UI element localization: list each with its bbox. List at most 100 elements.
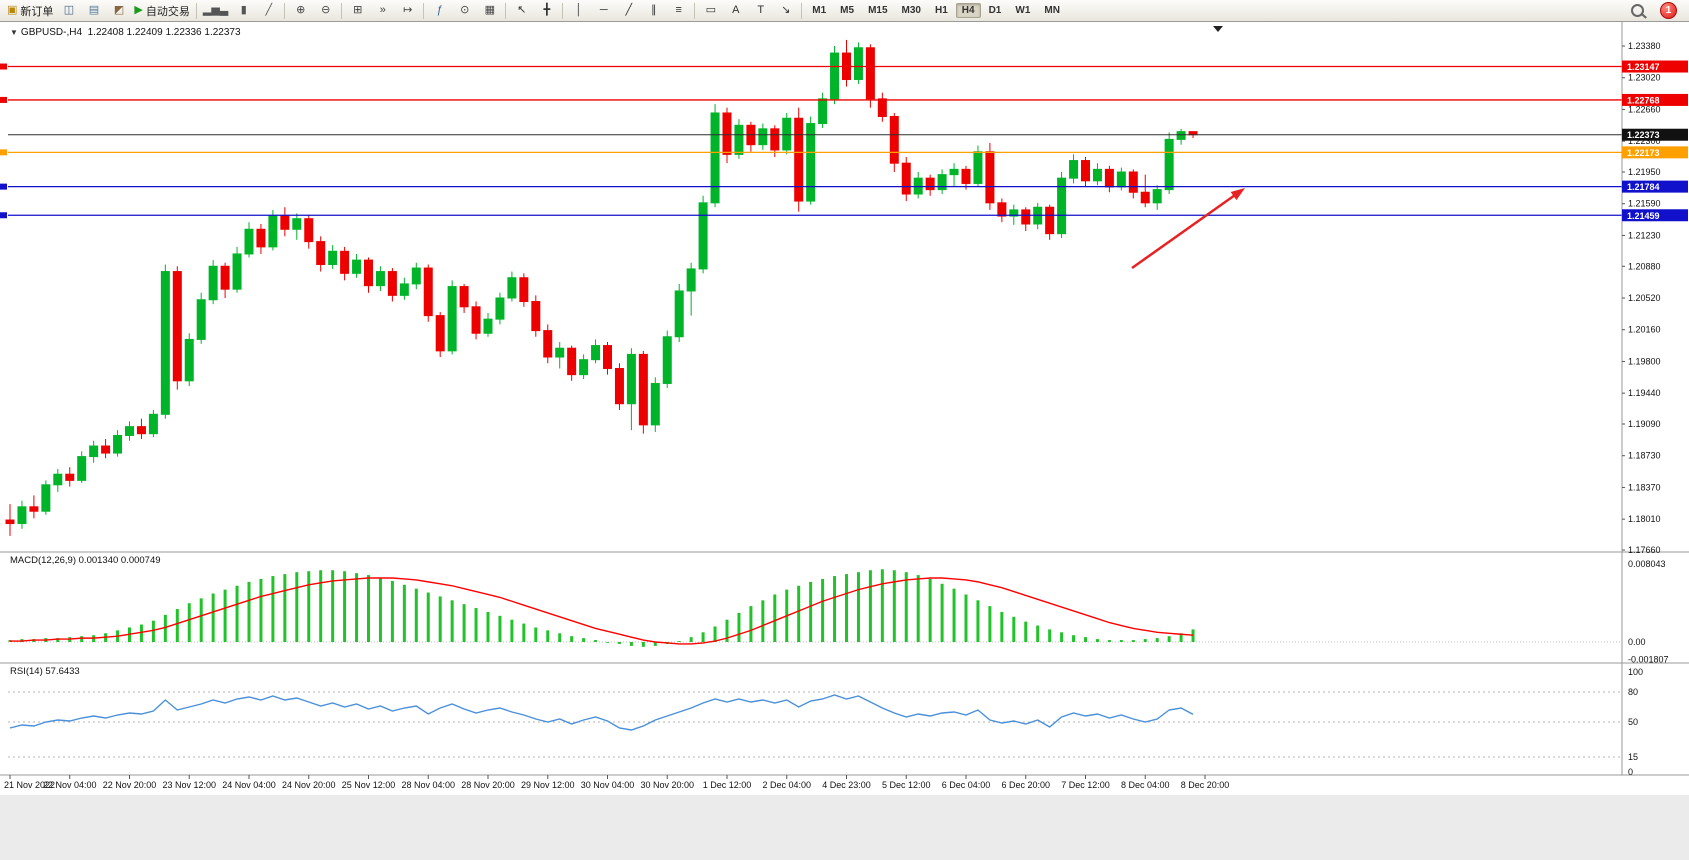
svg-text:1.22173: 1.22173: [1627, 148, 1660, 158]
candle-body: [770, 128, 780, 151]
macd-bar: [1119, 640, 1123, 642]
trend-arrow-head: [1230, 188, 1245, 201]
macd-bar: [1131, 640, 1135, 642]
macd-bar: [570, 636, 574, 642]
candle-body: [340, 250, 350, 274]
navigator-button[interactable]: ◩: [106, 1, 131, 21]
charts-button[interactable]: ◫: [56, 1, 81, 21]
indicators-button[interactable]: ƒ: [427, 1, 452, 21]
candle-body: [160, 271, 170, 415]
shapes-button[interactable]: ▭: [698, 1, 723, 21]
time-label: 25 Nov 12:00: [342, 780, 396, 790]
svg-text:1.17660: 1.17660: [1628, 545, 1661, 555]
macd-bar: [498, 615, 502, 642]
fibonacci-button[interactable]: ≡: [666, 1, 691, 21]
arrows-button[interactable]: ↘: [773, 1, 798, 21]
macd-bar: [283, 574, 287, 642]
candle-chart-button[interactable]: ▮: [231, 1, 256, 21]
text-button[interactable]: A: [723, 1, 748, 21]
bar-chart-button[interactable]: ▂▅▃: [200, 1, 231, 21]
candle-body: [937, 174, 947, 191]
cursor-button[interactable]: ↖: [509, 1, 534, 21]
toolbar: ▣ 新订单 ◫ ▤ ◩ ▶ 自动交易 ▂▅▃ ▮ ╱ ⊕ ⊖ ⊞ » ↦ ƒ ⊙ ▦ ↖ ╋ │ ─ ╱ ∥ ≡ ▭ A T ↘ M1 M5…: [0, 0, 1689, 22]
macd-bar: [797, 585, 801, 642]
macd-bar: [892, 570, 896, 642]
tile-windows-icon: ⊞: [353, 4, 363, 16]
candle-body: [29, 506, 39, 512]
svg-text:1.21230: 1.21230: [1628, 230, 1661, 240]
svg-text:1.21950: 1.21950: [1628, 167, 1661, 177]
candle-body: [471, 306, 481, 334]
crosshair-button[interactable]: ╋: [534, 1, 559, 21]
tf-m5-button[interactable]: M5: [840, 5, 855, 16]
toolbar-separator: [195, 2, 197, 19]
horizontal-line-button[interactable]: ─: [591, 1, 616, 21]
periods-button[interactable]: ⊙: [452, 1, 477, 21]
toolbar-separator: [801, 2, 803, 19]
templates-button[interactable]: ▦: [477, 1, 502, 21]
candle-body: [698, 202, 708, 270]
macd-bar: [641, 642, 645, 647]
quotes-button[interactable]: ▤: [81, 1, 106, 21]
candle-body: [41, 484, 51, 512]
macd-bar: [462, 604, 466, 642]
candle-body: [901, 162, 911, 195]
macd-bar: [187, 603, 191, 642]
tf-m15-button[interactable]: M15: [868, 5, 888, 16]
macd-bar: [1036, 625, 1040, 642]
new-order-button[interactable]: ▣ 新订单: [4, 1, 56, 21]
chart-canvas[interactable]: 1.23380 1.23020 1.22660 1.22300 1.21950 1.215…: [0, 22, 1689, 860]
tf-h4-button[interactable]: H4: [955, 3, 981, 18]
macd-bar: [223, 589, 227, 642]
zoom-out-button[interactable]: ⊖: [313, 1, 338, 21]
text-label-button[interactable]: T: [748, 1, 773, 21]
candle-body: [101, 445, 111, 454]
status-strip: [0, 795, 1689, 860]
vertical-line-button[interactable]: │: [566, 1, 591, 21]
tf-mn-button[interactable]: MN: [1044, 5, 1060, 16]
macd-bar: [247, 581, 251, 642]
macd-bar: [139, 624, 143, 642]
candle-body: [686, 268, 696, 292]
text-label-icon: T: [757, 4, 765, 16]
time-label: 5 Dec 12:00: [882, 780, 931, 790]
macd-bar: [558, 633, 562, 642]
tile-windows-button[interactable]: ⊞: [345, 1, 370, 21]
candle-body: [1176, 131, 1186, 140]
tf-h1-button[interactable]: H1: [934, 5, 948, 16]
auto-trading-button[interactable]: ▶ 自动交易: [131, 1, 192, 21]
svg-text:0.00: 0.00: [1628, 637, 1646, 647]
candle-body: [352, 259, 362, 274]
channel-button[interactable]: ∥: [641, 1, 666, 21]
time-label: 24 Nov 20:00: [282, 780, 336, 790]
notification-badge[interactable]: 1: [1660, 2, 1677, 19]
magnifier-icon: [1631, 4, 1644, 17]
tf-m1-button[interactable]: M1: [812, 5, 827, 16]
tf-m30-button[interactable]: M30: [901, 5, 921, 16]
candle-body: [650, 382, 660, 426]
price-tag-1.21459: [1622, 209, 1688, 222]
tf-w1-button[interactable]: W1: [1015, 5, 1031, 16]
zoom-in-button[interactable]: ⊕: [288, 1, 313, 21]
macd-bar: [940, 583, 944, 642]
macd-bar: [713, 626, 717, 642]
trendline-button[interactable]: ╱: [616, 1, 641, 21]
macd-bar: [510, 619, 514, 642]
tf-d1-button[interactable]: D1: [988, 5, 1002, 16]
macd-bar: [546, 630, 550, 642]
line-chart-button[interactable]: ╱: [256, 1, 281, 21]
svg-text:1.23147: 1.23147: [1627, 62, 1660, 72]
candle-body: [722, 112, 732, 155]
candle-body: [877, 98, 887, 117]
svg-text:1.20160: 1.20160: [1628, 325, 1661, 335]
chart-shift-button[interactable]: ↦: [395, 1, 420, 21]
search-button[interactable]: [1625, 1, 1650, 21]
auto-scroll-button[interactable]: »: [370, 1, 395, 21]
candle-body: [818, 98, 828, 125]
horizontal-line-icon: ─: [599, 4, 608, 16]
candle-body: [196, 299, 206, 340]
time-label: 2 Dec 04:00: [762, 780, 811, 790]
toolbar-separator: [505, 2, 507, 19]
macd-bar: [928, 578, 932, 642]
